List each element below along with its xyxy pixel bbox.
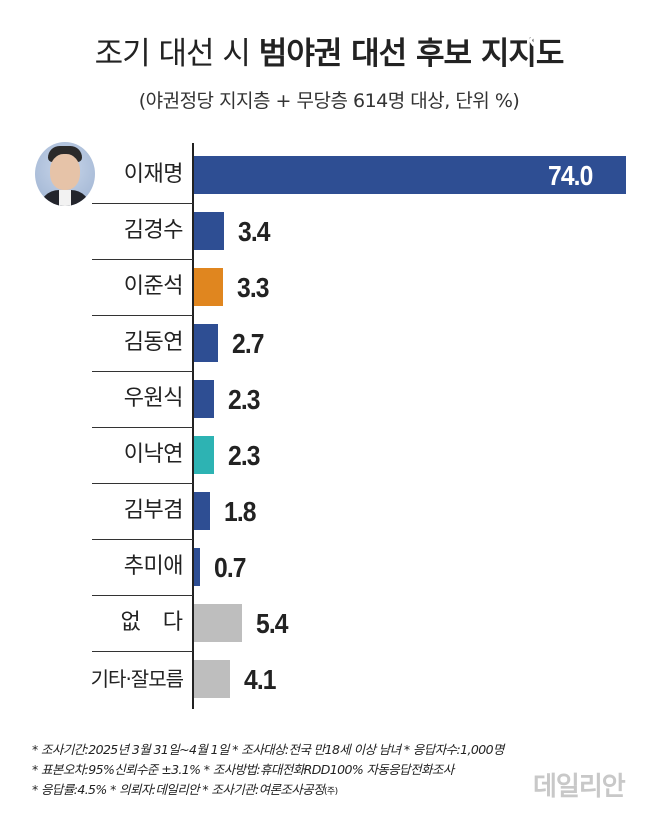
bar xyxy=(194,212,224,250)
bar xyxy=(194,268,223,306)
bar xyxy=(194,604,242,642)
candidate-photo xyxy=(35,142,95,206)
bar-value: 3.4 xyxy=(238,216,271,247)
bar xyxy=(194,492,210,530)
row-separator xyxy=(92,539,193,540)
bar xyxy=(194,660,230,698)
bar-value: 3.3 xyxy=(237,272,270,303)
bar xyxy=(194,156,626,194)
row-separator xyxy=(92,651,193,652)
footnote-line-1: * 조사기간:2025년 3월 31일~4월 1일 * 조사대상:전국 만18세… xyxy=(32,742,504,757)
chart-title: 조기 대선 시 범야권 대선 후보 지지도 xyxy=(94,36,565,72)
bar-value: 74.0 xyxy=(548,160,593,191)
bar-label: 없다 xyxy=(120,610,205,635)
chart-subtitle: (야권정당 지지층 + 무당층 614명 대상, 단위 %) xyxy=(138,90,520,112)
bar-row: 우원식 2.3 xyxy=(0,371,658,427)
bar-row: 김경수 3.4 xyxy=(0,203,658,259)
bar-value: 2.7 xyxy=(232,328,265,359)
bar-value: 1.8 xyxy=(224,496,257,527)
footnote-line-2: * 표본오차:95%신뢰수준 ±3.1% * 조사방법:휴대전화RDD100% … xyxy=(32,762,454,777)
bar-row: 기타·잘모름 4.1 xyxy=(0,651,658,707)
bar-label: 이낙연 xyxy=(123,442,184,467)
row-separator xyxy=(92,371,193,372)
footnote-line-3: * 응답률:4.5% * 의뢰자:데일리안 * 조사기관:여론조사공정(주) xyxy=(32,782,338,797)
bar-label: 이준석 xyxy=(123,274,184,299)
bar-value: 4.1 xyxy=(244,664,277,695)
bar xyxy=(194,380,214,418)
bar-value: 2.3 xyxy=(228,440,261,471)
bar-value: 2.3 xyxy=(228,384,261,415)
axis-break-icon xyxy=(528,9,536,47)
bar-label: 우원식 xyxy=(123,386,184,411)
bar-row: 이재명 74.0 xyxy=(0,147,658,204)
bar-label: 김부겸 xyxy=(123,498,184,523)
bar-label: 김동연 xyxy=(123,330,184,355)
bar-row: 추미애 0.7 xyxy=(0,539,658,595)
bar-row: 김부겸 1.8 xyxy=(0,483,658,539)
row-separator xyxy=(92,427,193,428)
bar-label: 이재명 xyxy=(123,162,184,187)
bar-row: 없다 5.4 xyxy=(0,595,658,651)
row-separator xyxy=(92,483,193,484)
bar xyxy=(194,436,214,474)
survey-footnotes: * 조사기간:2025년 3월 31일~4월 1일 * 조사대상:전국 만18세… xyxy=(32,740,504,802)
bar-label: 기타·잘모름 xyxy=(90,667,184,691)
bar-row: 이준석 3.3 xyxy=(0,259,658,315)
bar-label: 추미애 xyxy=(123,554,184,579)
bar-value: 0.7 xyxy=(214,552,247,583)
bar-label: 김경수 xyxy=(123,218,184,243)
y-axis-line xyxy=(192,143,194,709)
row-separator xyxy=(92,315,193,316)
bar-row: 김동연 2.7 xyxy=(0,315,658,371)
bar xyxy=(194,324,218,362)
bar-row: 이낙연 2.3 xyxy=(0,427,658,483)
row-separator xyxy=(92,595,193,596)
bar xyxy=(194,548,200,586)
bar-value: 5.4 xyxy=(256,608,289,639)
row-separator xyxy=(92,203,193,204)
row-separator xyxy=(92,259,193,260)
dailian-logo: 데일리안 xyxy=(533,772,626,802)
